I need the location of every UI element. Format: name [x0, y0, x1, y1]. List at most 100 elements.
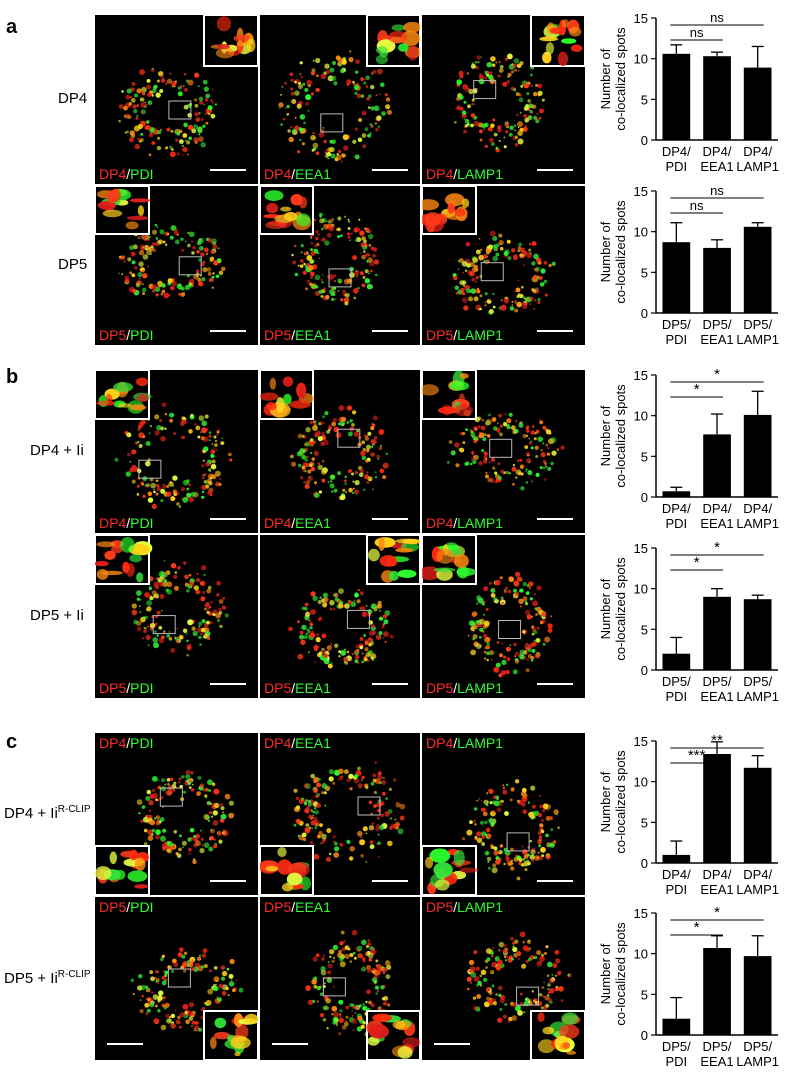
significance-label: **: [711, 733, 723, 749]
stain-separator: /: [126, 899, 131, 915]
row-label: DP5: [58, 256, 87, 273]
inset-zoom: [95, 535, 153, 585]
bar: [662, 53, 691, 140]
stain-marker: PDI: [130, 899, 154, 915]
x-tick-label-line: EEA1: [700, 689, 733, 704]
stain-separator: /: [126, 166, 131, 182]
y-tick-label: 5: [641, 622, 648, 637]
stain-marker: PDI: [130, 680, 154, 696]
x-tick-label-line: DP4/: [662, 867, 691, 882]
y-tick-label: 5: [641, 265, 648, 280]
inset-zoom: [366, 535, 420, 585]
stain-marker: PDI: [130, 166, 154, 182]
stain-separator: /: [291, 166, 296, 182]
stain-peptide: DP4: [426, 166, 454, 182]
micrograph: DP5/PDI: [95, 186, 258, 345]
bar-chart: Number ofco-localized spots 0 5 10 15 DP5/PDI…: [596, 183, 786, 353]
y-tick-label: 15: [634, 734, 648, 749]
y-tick-label: 0: [641, 1028, 648, 1043]
x-tick-label-line: EEA1: [700, 516, 733, 531]
bar: [743, 414, 772, 497]
y-axis-label-line: Number of: [598, 48, 613, 109]
micrograph: DP5/LAMP1: [422, 897, 585, 1060]
micrograph: DP4/EEA1: [260, 15, 420, 184]
x-tick-label: DP5/PDI: [662, 674, 691, 704]
y-axis-label-line: co-localized spots: [613, 27, 628, 131]
row-label-text: DP4 + Ii: [4, 805, 58, 822]
x-tick-label-line: PDI: [665, 516, 687, 531]
x-tick-label-line: LAMP1: [736, 516, 779, 531]
y-axis-label-line: Number of: [598, 221, 613, 282]
inset-zoom: [366, 1010, 420, 1060]
micrograph: DP5/EEA1: [260, 186, 420, 345]
stain-separator: /: [453, 166, 458, 182]
stain-label: DP4/PDI: [99, 735, 153, 751]
x-tick-label-line: EEA1: [700, 159, 733, 174]
micrograph: DP4/LAMP1: [422, 733, 585, 895]
stain-marker: LAMP1: [457, 327, 504, 343]
panel-letter: b: [6, 366, 19, 388]
stain-peptide: DP5: [426, 327, 454, 343]
y-tick-label: 15: [634, 11, 648, 26]
x-tick-label: DP5/PDI: [662, 317, 691, 347]
inset-zoom: [260, 370, 314, 420]
inset-zoom: [422, 535, 477, 585]
inset-zoom: [530, 1010, 585, 1060]
row-label-text: DP5 + Ii: [30, 606, 84, 624]
row-label-text: DP4 + Ii: [30, 441, 84, 459]
stain-marker: EEA1: [295, 327, 331, 343]
stain-separator: /: [291, 680, 296, 696]
x-tick-label: DP5/LAMP1: [736, 674, 779, 704]
significance-label: *: [694, 381, 700, 398]
stain-marker: EEA1: [295, 899, 331, 915]
inset-zoom: [95, 845, 150, 895]
bar: [703, 754, 731, 863]
x-tick-label: DP4/PDI: [662, 144, 691, 174]
bar: [743, 67, 772, 140]
y-axis-label: Number ofco-localized spots: [598, 384, 628, 488]
micrograph: DP4/LAMP1: [422, 15, 585, 184]
y-tick-label: 0: [641, 490, 648, 505]
micrograph: DP5/PDI: [95, 897, 258, 1060]
stain-label: DP5/EEA1: [264, 327, 331, 343]
significance-label: ns: [710, 10, 724, 25]
significance-label: *: [694, 554, 700, 571]
stain-separator: /: [291, 899, 296, 915]
stain-separator: /: [453, 735, 458, 751]
bar-chart: Number ofco-localized spots 0 5 10 15 DP5/PDI…: [596, 904, 786, 1075]
y-tick-label: 15: [634, 541, 648, 556]
stain-peptide: DP5: [264, 899, 292, 915]
x-tick-label-line: DP5/: [662, 1039, 691, 1054]
row-label: DP4 + IiR-CLIP: [4, 804, 91, 822]
row-label-superscript: R-CLIP: [57, 968, 91, 980]
stain-label: DP4/LAMP1: [426, 735, 503, 751]
significance-label: *: [694, 919, 700, 936]
micrograph: DP4/PDI: [95, 733, 258, 895]
x-tick-label-line: LAMP1: [736, 159, 779, 174]
y-axis-label-line: Number of: [598, 943, 613, 1004]
x-tick-label-line: LAMP1: [736, 1054, 779, 1069]
bar: [743, 226, 772, 313]
y-tick-label: 0: [641, 306, 648, 321]
y-tick-label: 10: [634, 582, 648, 597]
stain-marker: EEA1: [295, 515, 331, 531]
x-tick-label-line: DP5/: [703, 1039, 732, 1054]
micrograph: DP5/EEA1: [260, 535, 420, 698]
row-label-text: DP5 + Ii: [4, 969, 58, 987]
stain-separator: /: [126, 327, 131, 343]
y-tick-label: 5: [641, 987, 648, 1002]
bar: [662, 1018, 691, 1035]
micrograph: DP5/LAMP1: [422, 186, 585, 345]
stain-separator: /: [126, 735, 131, 751]
y-tick-label: 10: [634, 775, 648, 790]
x-tick-label-line: DP5/: [703, 674, 732, 689]
row-label: DP5 + Ii: [30, 607, 84, 624]
inset-zoom: [95, 370, 152, 420]
stain-label: DP4/PDI: [99, 166, 153, 182]
significance-label: ns: [710, 183, 724, 198]
micrograph: DP4/EEA1: [260, 370, 420, 533]
y-tick-label: 10: [634, 225, 648, 240]
x-tick-label-line: PDI: [665, 882, 687, 897]
bar: [662, 854, 691, 863]
stain-label: DP5/PDI: [99, 899, 153, 915]
